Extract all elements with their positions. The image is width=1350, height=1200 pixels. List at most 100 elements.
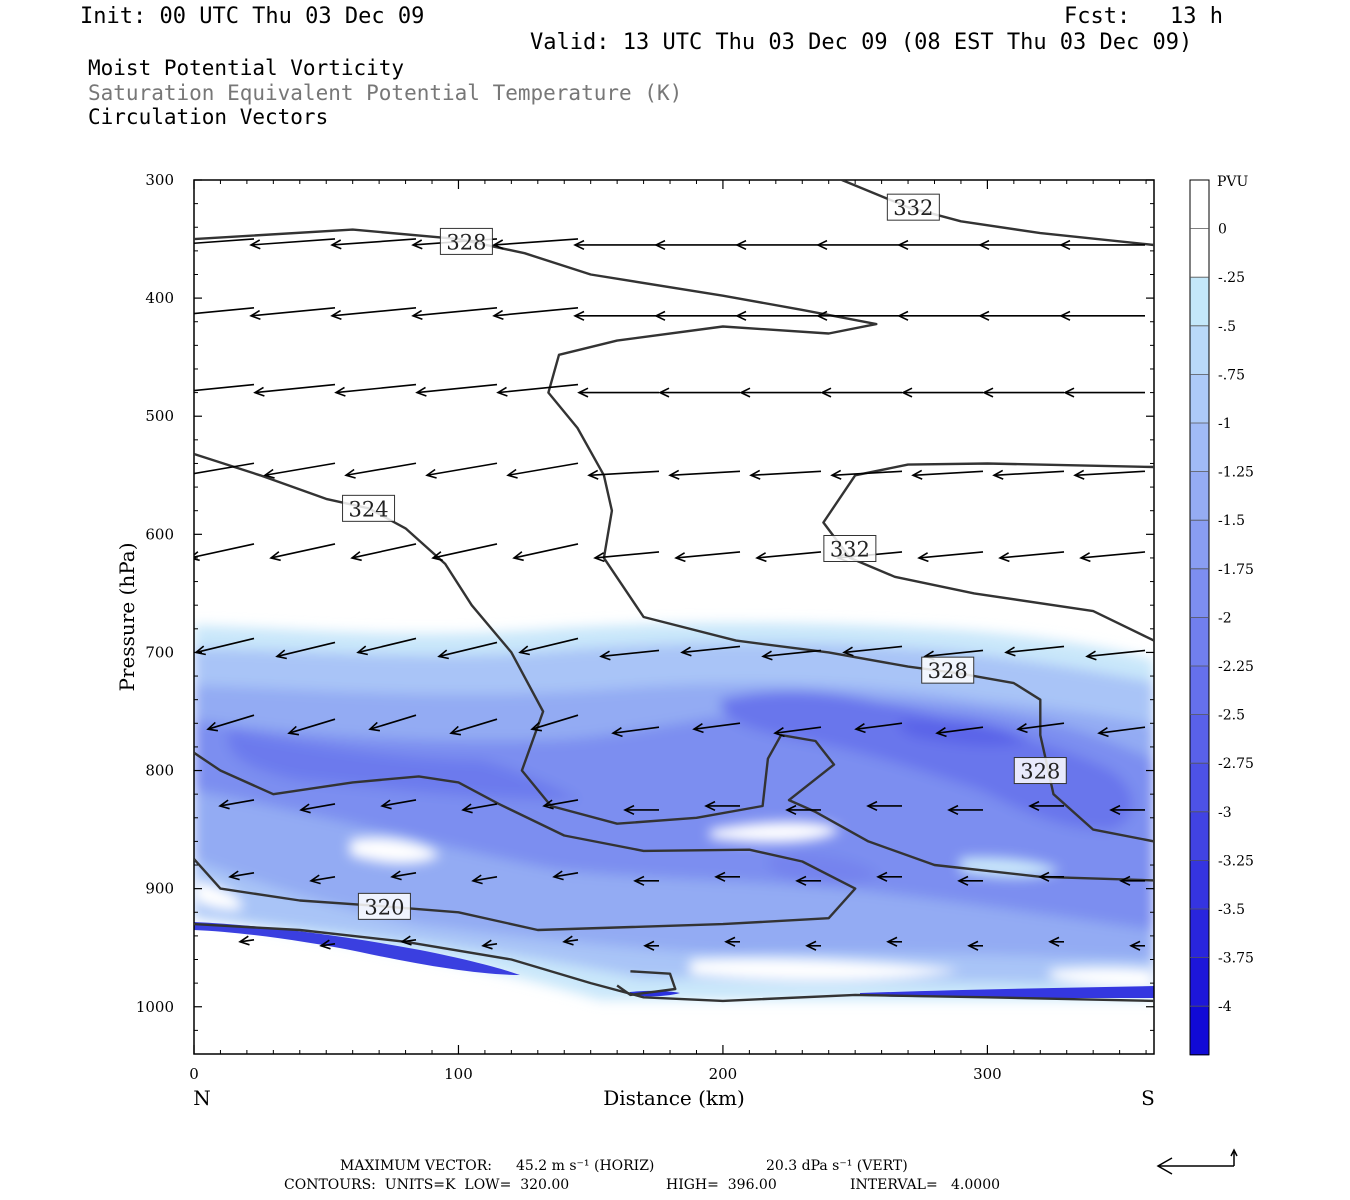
circulation-vector-head [415,386,427,397]
circulation-vector-head [957,875,969,886]
colorbar-swatch [1190,957,1209,1007]
contour-label: 324 [348,497,388,521]
pv-surface-band-n [194,922,520,975]
theta-e-contour-312 [194,922,1154,1003]
colorbar-tick-label: -4 [1218,999,1232,1015]
pv-shading [194,622,1154,1000]
circulation-vector-head [998,552,1010,563]
theta-e-contours [194,180,1154,1003]
max-vector-horiz: 45.2 m s⁻¹ (HORIZ) [516,1158,655,1174]
x-tick-label: 0 [189,1065,199,1083]
circulation-vector-head [334,386,346,397]
circulation-vector-head [816,239,828,251]
contour-label-box [1013,757,1067,785]
circulation-vector-head [518,645,530,656]
circulation-vector-head [704,800,716,812]
colorbar-tick-label: -1.25 [1218,465,1254,481]
circulation-vector [310,876,336,882]
circulation-vector [675,551,741,559]
circulation-vector-head [350,551,362,562]
circulation-vector-head [724,936,736,947]
circulation-vector [918,551,984,559]
circulation-vector-head [253,386,265,397]
circulation-vector [194,238,255,245]
contour-label-box [342,494,396,522]
circulation-vector-head [330,239,342,250]
circulation-vector [195,637,255,654]
circulation-vector-head [218,799,230,810]
circulation-vector-head [449,725,462,736]
circulation-vector-head [1059,310,1071,321]
circulation-vector-head [897,310,909,321]
contours-interval: INTERVAL= 4.0000 [850,1177,1001,1193]
x-tick-label: 200 [709,1065,738,1083]
circulation-vector [493,238,579,246]
circulation-vector-head [1079,552,1091,563]
circulation-vector-head [1059,239,1071,251]
colorbar-tick-label: -.25 [1218,270,1245,286]
contour-label-box [823,534,877,562]
circulation-vector-head [623,804,635,816]
forecast-hour: Fcst: 13 h [1064,4,1223,29]
circulation-vector [300,803,336,811]
circulation-vector-head [805,940,817,951]
colorbar-swatch [1190,909,1209,959]
circulation-vector [250,307,336,317]
circulation-vector-head [1085,650,1097,661]
circulation-vector-head [471,874,483,885]
circulation-vector-head [431,551,443,562]
colorbar-swatch [1190,277,1209,327]
circulation-vector [351,543,417,559]
contours-info: CONTOURS: UNITS=K LOW= 320.00 [284,1177,570,1193]
circulation-vector [519,637,579,654]
circulation-vector-head [174,387,183,396]
circulation-vector-head [1038,871,1050,882]
circulation-vector [843,645,903,654]
x-end-label-north: N [193,1086,211,1110]
circulation-vector-head [643,940,655,951]
colorbar-tick-label: -3 [1218,805,1232,821]
circulation-vector-head [947,804,959,816]
circulation-vector [1086,649,1146,658]
reference-vector-icon [1156,1148,1238,1175]
circulation-vector [438,641,498,658]
circulation-vector [416,383,498,394]
circulation-vector-head [982,387,994,398]
circulation-vector-head [194,551,200,562]
circulation-vector-head [552,870,564,881]
circulation-vector-head [1097,727,1109,738]
circulation-vector-head [714,871,726,882]
circulation-vector-head [496,386,508,397]
circulation-vector-head [1073,469,1085,480]
circulation-vector-head [309,874,321,885]
circulation-vector-head [344,468,356,479]
pv-band-225b [720,691,1133,830]
circulation-vector-head [785,804,797,816]
circulation-vector-head [512,551,524,562]
circulation-vector [600,649,660,658]
circulation-vector-head [228,870,240,881]
circulation-vector-head [668,469,680,480]
max-vector-label: MAXIMUM VECTOR: [340,1158,492,1174]
contour-labels: 328 332 324 332 328 328 320 [342,193,1067,920]
circulation-vector-head [368,721,381,732]
circulation-vector [320,943,336,947]
circulation-vector-head [356,645,368,656]
circulation-vector [472,876,498,882]
circulation-vector [831,470,903,477]
circulation-vector-head [1109,804,1121,816]
field-title-vectors: Circulation Vectors [88,105,329,129]
circulation-vector-head [755,552,767,563]
circulation-vector-head [1028,800,1040,812]
pv-band-225 [228,730,580,800]
circulation-vector-head [319,939,331,950]
circulation-vector-head [735,239,747,251]
contour-label: 332 [893,196,933,220]
circulation-vector-head [506,468,518,479]
circulation-vector [450,718,498,734]
colorbar-tick-label: -1 [1218,416,1232,432]
field-title-mpv: Moist Potential Vorticity [88,56,405,80]
colorbar-tick-label: -3.25 [1218,853,1254,869]
circulation-vector-head [400,935,412,946]
circulation-vector-head [978,310,990,321]
